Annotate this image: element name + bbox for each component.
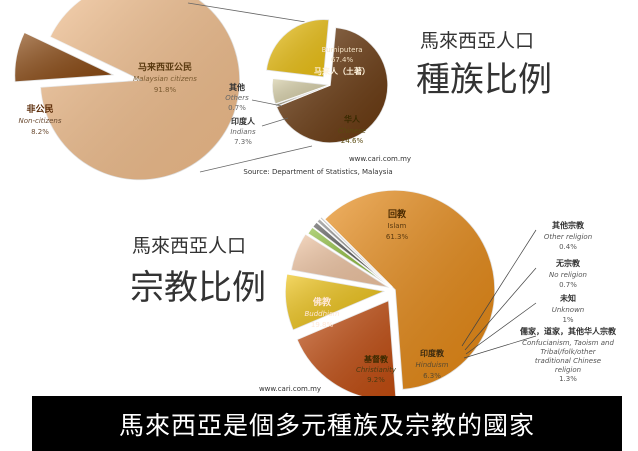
label-others: 其他	[229, 82, 245, 92]
sub-others: Others	[225, 94, 249, 102]
leader-no-religion	[464, 267, 537, 351]
religion-title-small: 馬來西亞人口	[132, 235, 247, 257]
leader-indians	[261, 117, 289, 127]
label-other-religion: 其他宗教	[552, 220, 585, 230]
sub-line-3: religion	[555, 366, 581, 374]
slice-chinese-religion-shade	[307, 226, 392, 288]
population-chart: 马来西亚公民 Malaysian citizens 91.8% 非公民 Non-citi…	[13, 0, 411, 181]
leader-chinese-religion	[463, 335, 537, 359]
value-other-religion: 0.4%	[559, 243, 577, 251]
religion-chart: 回教 Islam 61.3% 佛教 Buddhism 19.8% 基督教 Christiani…	[259, 189, 617, 402]
sub-indians: Indians	[230, 128, 256, 136]
slice-hinduism-shade	[291, 233, 390, 288]
slice-others-shade	[275, 85, 330, 107]
label-unknown: 未知	[559, 293, 576, 303]
source-url-top: www.cari.com.my	[349, 155, 411, 163]
sub-line-1: Tribal/folk/other	[540, 348, 596, 356]
sub-other-religion: Other religion	[544, 233, 592, 241]
slice-citizens-shade	[40, 0, 240, 181]
value-chinese-religion: 1.3%	[559, 375, 577, 383]
caption-bar: 馬來西亞是個多元種族及宗教的國家	[32, 396, 622, 451]
source-statistics: Source: Department of Statistics, Malays…	[243, 168, 392, 176]
zoom-line-top	[187, 2, 319, 25]
label-islam: 回教	[388, 208, 407, 220]
slice-buddhism-shade	[296, 300, 397, 401]
sub-unknown: Unknown	[552, 306, 585, 314]
sub-buddhism: Buddhism	[305, 310, 340, 318]
zoom-line-bottom	[199, 145, 313, 173]
religion-title-big: 宗教比例	[130, 268, 266, 308]
value-christianity: 9.2%	[367, 376, 385, 384]
leader-unknown	[465, 302, 537, 355]
caption-text: 馬來西亞是個多元種族及宗教的國家	[118, 410, 535, 440]
slice-christianity-shade	[285, 273, 386, 331]
sub-non-citizens: Non-citizens	[18, 117, 61, 125]
leader-other-religion	[461, 229, 537, 347]
label-hinduism: 印度教	[420, 348, 445, 358]
value-islam: 61.3%	[386, 233, 409, 241]
value-hinduism: 6.3%	[423, 372, 441, 380]
slice-indians-shade	[271, 78, 330, 105]
label-bumiputera: 马来人（土著）	[314, 66, 370, 76]
label-christianity: 基督教	[363, 354, 389, 364]
label-non-citizens: 非公民	[26, 103, 53, 115]
value-citizens: 91.8%	[154, 86, 177, 94]
value-unknown: 1%	[562, 316, 573, 324]
label-indians: 印度人	[231, 116, 256, 126]
label-no-religion: 无宗教	[555, 258, 581, 268]
slice-unknown-shade	[312, 221, 392, 288]
label-citizens: 马来西亚公民	[138, 61, 192, 73]
value-non-citizens: 8.2%	[31, 128, 49, 136]
ethnic-title-small: 馬來西亞人口	[420, 30, 535, 52]
sub-islam: Islam	[388, 222, 407, 230]
sub-christianity: Christianity	[356, 366, 397, 374]
sub-chinese-religion: Confucianism, Taoism and Tribal/folk/othe…	[522, 339, 614, 374]
slice-bumiputera-shade	[276, 27, 389, 144]
value-no-religion: 0.7%	[559, 281, 577, 289]
label-chinese-religion: 儒家，道家，其他华人宗教	[519, 326, 617, 336]
value-bumiputera: 67.4%	[331, 56, 354, 64]
sub-citizens: Malaysian citizens	[133, 75, 197, 83]
label-chinese: 华人	[344, 114, 361, 124]
leader-others	[251, 99, 283, 107]
source-url-bottom: www.cari.com.my	[259, 385, 321, 393]
slice-non-citizens-shade	[14, 32, 115, 83]
sub-line-2: traditional Chinese	[535, 357, 601, 365]
ethnic-title-big: 種族比例	[416, 60, 552, 100]
sub-hinduism: Hinduism	[416, 361, 449, 369]
sub-chinese: Chinese	[338, 127, 366, 135]
sub-line-0: Confucianism, Taoism and	[522, 339, 614, 347]
label-buddhism: 佛教	[312, 296, 332, 308]
value-indians: 7.3%	[234, 138, 252, 146]
slice-chinese-shade	[266, 19, 330, 78]
slice-islam-shade	[324, 189, 496, 390]
value-buddhism: 19.8%	[311, 321, 334, 329]
slice-other-religion-shade	[319, 216, 393, 288]
sub-bumiputera: Bumiputera	[321, 46, 362, 54]
sub-no-religion: No religion	[549, 271, 587, 279]
value-chinese: 24.6%	[341, 137, 364, 145]
value-others: 0.7%	[228, 104, 246, 112]
